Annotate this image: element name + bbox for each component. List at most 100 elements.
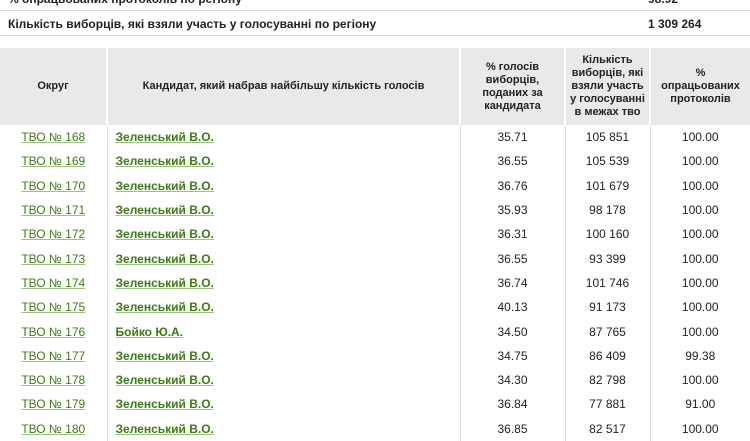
table-cell: 36.55 xyxy=(459,149,565,174)
table-cell: ТВО № 169 xyxy=(0,149,107,173)
table-cell: 100.00 xyxy=(649,173,750,198)
column-header: Округ xyxy=(0,48,107,125)
summary-row: Кількість виборців, які взяли участь у г… xyxy=(0,11,750,36)
candidate-link[interactable]: Бойко Ю.А. xyxy=(115,324,184,339)
table-row: ТВО № 173 Зеленський В.О. 36.55 93 399 100.0… xyxy=(0,246,750,271)
table-cell: 36.74 xyxy=(459,270,565,296)
table-cell: Зеленський В.О. xyxy=(106,270,460,296)
district-link[interactable]: ТВО № 175 xyxy=(21,300,86,315)
table-cell: 100.00 xyxy=(649,367,750,393)
candidate-link[interactable]: Зеленський В.О. xyxy=(115,275,214,290)
table-row: ТВО № 175 Зеленський В.О. 40.13 91 173 100.0… xyxy=(0,295,750,320)
table-cell: Зеленський В.О. xyxy=(106,246,460,271)
table-cell: 36.31 xyxy=(459,222,565,247)
table-cell: Зеленський В.О. xyxy=(106,295,460,320)
district-link[interactable]: ТВО № 176 xyxy=(21,324,86,339)
table-cell: 100.00 xyxy=(649,416,750,441)
table-cell: Зеленський В.О. xyxy=(106,392,460,417)
district-link[interactable]: ТВО № 168 xyxy=(21,130,86,145)
candidate-link[interactable]: Зеленський В.О. xyxy=(115,348,214,363)
table-cell: 36.55 xyxy=(459,246,565,271)
table-cell: 101 679 xyxy=(564,173,650,198)
table-cell: ТВО № 172 xyxy=(0,222,107,246)
table-cell: 91.00 xyxy=(649,392,750,417)
district-link[interactable]: ТВО № 174 xyxy=(21,275,86,290)
column-header: % опрацьованих протоколів xyxy=(649,48,750,125)
candidate-link[interactable]: Зеленський В.О. xyxy=(115,373,214,388)
column-header: % голосів виборців, поданих за кандидата xyxy=(459,48,565,125)
table-cell: 93 399 xyxy=(564,246,650,271)
table-row: ТВО № 172 Зеленський В.О. 36.31 100 160 100.… xyxy=(0,222,750,247)
summary-label: Кількість виборців, які взяли участь у г… xyxy=(8,17,377,31)
table-cell: 36.84 xyxy=(459,392,565,417)
candidate-link[interactable]: Зеленський В.О. xyxy=(115,130,214,145)
table-row: ТВО № 179 Зеленський В.О. 36.84 77 881 91.00 xyxy=(0,392,750,417)
table-cell: 91 173 xyxy=(564,295,650,320)
table-row: ТВО № 177 Зеленський В.О. 34.75 86 409 99.38 xyxy=(0,343,750,368)
district-link[interactable]: ТВО № 171 xyxy=(21,203,86,218)
district-link[interactable]: ТВО № 169 xyxy=(21,154,86,169)
district-link[interactable]: ТВО № 180 xyxy=(21,421,86,436)
table-cell: 105 539 xyxy=(564,149,650,174)
district-link[interactable]: ТВО № 170 xyxy=(21,178,86,193)
table-cell: ТВО № 179 xyxy=(0,392,107,416)
district-link[interactable]: ТВО № 173 xyxy=(21,251,86,266)
column-header: Кандидат, який набрав найбільшу кількіст… xyxy=(106,48,460,125)
candidate-link[interactable]: Зеленський В.О. xyxy=(115,251,214,266)
district-link[interactable]: ТВО № 179 xyxy=(21,397,86,412)
table-cell: 100 160 xyxy=(564,222,650,247)
candidate-link[interactable]: Зеленський В.О. xyxy=(115,154,214,169)
table-cell: Зеленський В.О. xyxy=(106,125,460,150)
table-row: ТВО № 174 Зеленський В.О. 36.74 101 746 100.… xyxy=(0,270,750,296)
table-row: ТВО № 168 Зеленський В.О. 35.71 105 851 100.… xyxy=(0,125,750,150)
table-cell: 100.00 xyxy=(649,319,750,344)
table-cell: 34.30 xyxy=(459,367,565,393)
header-row: Округ Кандидат, який набрав найбільшу кіл… xyxy=(0,48,750,125)
table-cell: 100.00 xyxy=(649,295,750,320)
table-cell: 35.71 xyxy=(459,125,565,150)
table-cell: 86 409 xyxy=(564,343,650,368)
table-cell: 77 881 xyxy=(564,392,650,417)
table-row: ТВО № 180 Зеленський В.О. 36.85 82 517 100.0… xyxy=(0,416,750,441)
table-cell: Зеленський В.О. xyxy=(106,343,460,368)
candidate-link[interactable]: Зеленський В.О. xyxy=(115,300,214,315)
summary-row: % опрацьованих протоколів по регіону 98.9… xyxy=(0,0,750,11)
candidate-link[interactable]: Зеленський В.О. xyxy=(115,178,214,193)
table-row: ТВО № 170 Зеленський В.О. 36.76 101 679 100.… xyxy=(0,173,750,198)
summary-value: 98.92 xyxy=(648,0,678,6)
candidate-link[interactable]: Зеленський В.О. xyxy=(115,397,214,412)
table-cell: ТВО № 170 xyxy=(0,174,107,198)
table-body: ТВО № 168 Зеленський В.О. 35.71 105 851 100.… xyxy=(0,125,750,441)
table-cell: Бойко Ю.А. xyxy=(106,319,460,344)
table-cell: 100.00 xyxy=(649,125,750,150)
table-cell: 35.93 xyxy=(459,197,565,223)
candidate-link[interactable]: Зеленський В.О. xyxy=(115,421,214,436)
summary-label: % опрацьованих протоколів по регіону xyxy=(8,0,242,6)
table-cell: 100.00 xyxy=(649,270,750,296)
district-link[interactable]: ТВО № 178 xyxy=(21,373,86,388)
table-cell: 82 517 xyxy=(564,416,650,441)
table-cell: ТВО № 180 xyxy=(0,417,107,441)
table-row: ТВО № 169 Зеленський В.О. 36.55 105 539 100.… xyxy=(0,149,750,174)
table-cell: 82 798 xyxy=(564,367,650,393)
table-cell: ТВО № 174 xyxy=(0,271,107,295)
summary: % опрацьованих протоколів по регіону 98.9… xyxy=(0,0,750,36)
table-cell: Зеленський В.О. xyxy=(106,367,460,393)
table-cell: Зеленський В.О. xyxy=(106,173,460,198)
table-cell: Зеленський В.О. xyxy=(106,416,460,441)
table-cell: 100.00 xyxy=(649,222,750,247)
district-link[interactable]: ТВО № 177 xyxy=(21,348,86,363)
table-cell: 36.76 xyxy=(459,173,565,198)
table-cell: ТВО № 168 xyxy=(0,125,107,149)
table-cell: 98 178 xyxy=(564,197,650,223)
table-cell: 34.50 xyxy=(459,319,565,344)
table-cell: 105 851 xyxy=(564,125,650,150)
table-cell: Зеленський В.О. xyxy=(106,222,460,247)
table-row: ТВО № 176 Бойко Ю.А. 34.50 87 765 100.00 xyxy=(0,319,750,344)
table-cell: ТВО № 176 xyxy=(0,319,107,343)
candidate-link[interactable]: Зеленський В.О. xyxy=(115,203,214,218)
district-link[interactable]: ТВО № 172 xyxy=(21,227,86,242)
table-cell: ТВО № 175 xyxy=(0,295,107,319)
candidate-link[interactable]: Зеленський В.О. xyxy=(115,227,214,242)
